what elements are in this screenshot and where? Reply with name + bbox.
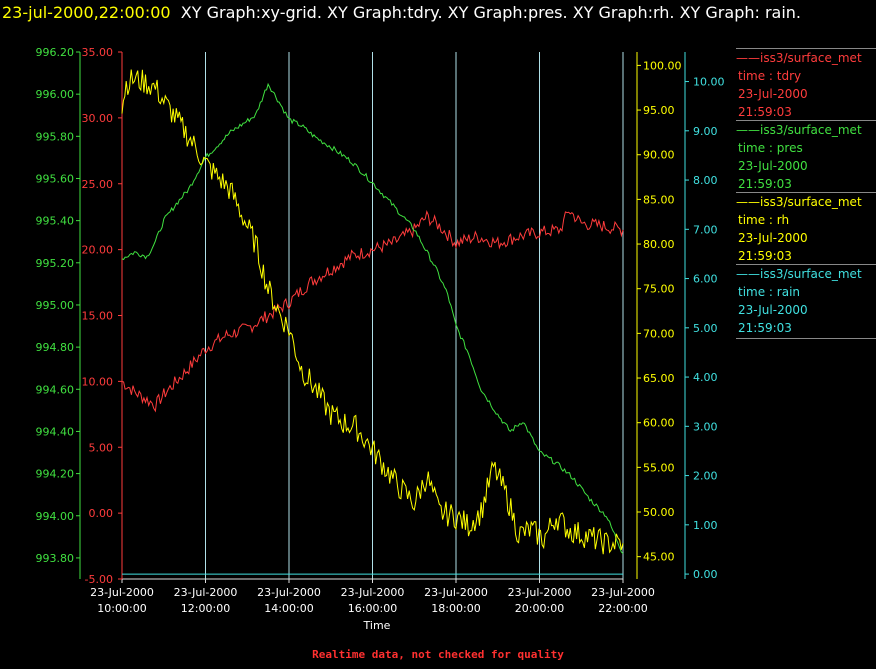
rain-y-tick-label: 0.00	[693, 568, 718, 581]
legend-field: time : rain	[738, 285, 801, 299]
x-tick-label-time: 18:00:00	[431, 602, 480, 615]
tdry-y-tick-label: 5.00	[89, 441, 114, 454]
rh-y-tick-label: 85.00	[643, 193, 675, 206]
chart-axes: 993.80 994.00 994.20 994.40 994.60 994.80 995.…	[36, 46, 725, 586]
legend-time: 21:59:03	[738, 105, 792, 119]
rh-y-tick-label: 70.00	[643, 327, 675, 340]
page-title: 23-jul-2000,22:00:00 XY Graph:xy-grid. X…	[2, 2, 862, 23]
rh-y-tick-label: 60.00	[643, 417, 675, 430]
rain-y-tick-label: 7.00	[693, 223, 718, 236]
title-graph-list: XY Graph:xy-grid. XY Graph:tdry. XY Grap…	[180, 3, 802, 22]
x-axis-tick-labels: 23-Jul-2000 10:00:00 23-Jul-2000 12:00:00 23…	[90, 586, 655, 615]
rh-series-line	[121, 69, 624, 555]
pres-y-tick-label: 995.40	[36, 215, 75, 228]
pres-y-tick-label: 994.40	[36, 425, 75, 438]
rain-y-tick-label: 8.00	[693, 174, 718, 187]
legend-separator	[736, 264, 876, 265]
x-axis-label: Time	[363, 619, 391, 632]
rain-y-tick-label: 9.00	[693, 125, 718, 138]
rain-y-tick-label: 5.00	[693, 322, 718, 335]
x-tick-label-date: 23-Jul-2000	[508, 586, 572, 599]
x-tick-label-time: 20:00:00	[515, 602, 564, 615]
legend-time: 21:59:03	[738, 249, 792, 263]
x-tick-label-date: 23-Jul-2000	[424, 586, 488, 599]
tdry-y-tick-label: 0.00	[89, 507, 114, 520]
tdry-y-tick-label: 15.00	[82, 310, 114, 323]
x-tick-label-time: 10:00:00	[97, 602, 146, 615]
pres-y-tick-label: 993.80	[36, 552, 75, 565]
legend-time: 21:59:03	[738, 177, 792, 191]
rh-y-tick-label: 100.00	[643, 59, 682, 72]
rain-y-tick-label: 6.00	[693, 273, 718, 286]
x-tick-label-date: 23-Jul-2000	[591, 586, 655, 599]
rh-y-tick-label: 50.00	[643, 506, 675, 519]
series-lines	[121, 69, 624, 575]
pres-y-tick-label: 995.20	[36, 257, 75, 270]
tdry-y-tick-label: -5.00	[85, 573, 113, 586]
x-tick-label-time: 12:00:00	[181, 602, 230, 615]
legend-field: time : tdry	[738, 69, 802, 83]
pres-y-tick-label: 996.00	[36, 88, 75, 101]
x-tick-label-time: 14:00:00	[264, 602, 313, 615]
legend-separator	[736, 192, 876, 193]
legend-date: 23-Jul-2000	[738, 87, 808, 101]
rain-y-tick-label: 3.00	[693, 420, 718, 433]
pres-y-tick-label: 996.20	[36, 46, 75, 59]
rh-y-tick-label: 95.00	[643, 104, 675, 117]
legend-time: 21:59:03	[738, 321, 792, 335]
pres-y-tick-label: 994.00	[36, 510, 75, 523]
rh-y-tick-label: 80.00	[643, 238, 675, 251]
title-timestamp: 23-jul-2000,22:00:00	[2, 3, 171, 22]
x-tick-label-date: 23-Jul-2000	[341, 586, 405, 599]
legend-source: ——iss3/surface_met	[736, 195, 862, 209]
x-tick-label-date: 23-Jul-2000	[257, 586, 321, 599]
rain-y-tick-label: 4.00	[693, 371, 718, 384]
legend-date: 23-Jul-2000	[738, 231, 808, 245]
rh-y-tick-label: 55.00	[643, 461, 675, 474]
legend-separator	[736, 48, 876, 49]
pres-y-tick-label: 994.60	[36, 383, 75, 396]
rain-y-tick-label: 10.00	[693, 76, 725, 89]
rh-y-tick-label: 65.00	[643, 372, 675, 385]
x-tick-label-date: 23-Jul-2000	[174, 586, 238, 599]
x-tick-label-time: 22:00:00	[598, 602, 647, 615]
legend-field: time : pres	[738, 141, 803, 155]
legend-date: 23-Jul-2000	[738, 159, 808, 173]
legend-date: 23-Jul-2000	[738, 303, 808, 317]
rain-y-tick-label: 1.00	[693, 519, 718, 532]
tdry-y-tick-label: 10.00	[82, 375, 114, 388]
grid-lines	[121, 52, 624, 579]
legend-source: ——iss3/surface_met	[736, 267, 862, 281]
legend-separator	[736, 120, 876, 121]
legend-source: ——iss3/surface_met	[736, 51, 862, 65]
tdry-y-tick-label: 25.00	[82, 178, 114, 191]
tdry-y-tick-label: 30.00	[82, 112, 114, 125]
legend-separator	[736, 338, 876, 339]
pres-y-tick-label: 995.00	[36, 299, 75, 312]
quality-disclaimer: Realtime data, not checked for quality	[312, 648, 564, 661]
x-tick-label-date: 23-Jul-2000	[90, 586, 154, 599]
pres-y-tick-label: 995.80	[36, 130, 75, 143]
tdry-y-tick-label: 35.00	[82, 46, 114, 59]
rh-y-tick-label: 75.00	[643, 283, 675, 296]
pres-y-tick-label: 994.20	[36, 468, 75, 481]
legend-end	[736, 338, 876, 339]
pres-y-tick-label: 995.60	[36, 172, 75, 185]
rh-y-tick-label: 90.00	[643, 149, 675, 162]
tdry-series-line	[121, 210, 624, 413]
legend-source: ——iss3/surface_met	[736, 123, 862, 137]
rain-y-tick-label: 2.00	[693, 470, 718, 483]
x-tick-label-time: 16:00:00	[348, 602, 397, 615]
tdry-y-tick-label: 20.00	[82, 244, 114, 257]
rh-y-tick-label: 45.00	[643, 551, 675, 564]
pres-y-tick-label: 994.80	[36, 341, 75, 354]
legend-field: time : rh	[738, 213, 790, 227]
